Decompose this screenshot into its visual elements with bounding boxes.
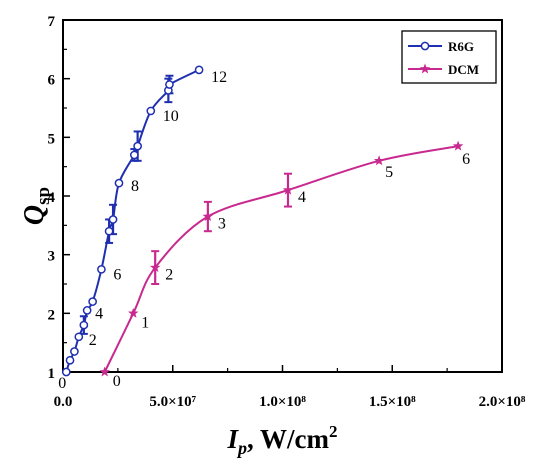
data-point [194, 65, 204, 75]
data-point [61, 367, 71, 377]
y-tick-label: 5 [48, 131, 56, 147]
point-label: 2 [89, 332, 97, 349]
legend-marker [419, 63, 431, 74]
data-point [202, 211, 214, 221]
data-point [133, 141, 142, 151]
y-tick-label: 7 [48, 14, 56, 30]
point-label: 5 [385, 164, 393, 181]
x-tick-label: 2.0×10⁸ [479, 394, 526, 410]
legend-label: DCM [448, 62, 479, 77]
data-point [74, 332, 84, 342]
data-point [79, 320, 89, 330]
axis-ticks [62, 19, 503, 373]
y-tick-label: 6 [48, 73, 56, 89]
data-point [82, 306, 92, 315]
x-axis-title: Ip, W/cm2 [226, 422, 337, 458]
point-label: 3 [218, 216, 226, 233]
data-point [129, 150, 139, 160]
data-point [128, 307, 139, 318]
point-label: 8 [131, 178, 139, 195]
point-label: 4 [298, 189, 306, 206]
y-tick-label: 1 [48, 366, 56, 382]
data-point [70, 347, 79, 356]
point-label: 2 [165, 267, 173, 284]
point-label: 6 [113, 266, 121, 283]
legend-marker [420, 41, 430, 51]
data-point [65, 355, 75, 365]
data-point [104, 226, 114, 236]
point-label: 10 [163, 108, 179, 125]
data-point [452, 140, 464, 151]
data-point [282, 184, 294, 195]
legend: R6G DCM [401, 30, 497, 84]
point-label: 0 [113, 373, 121, 390]
data-point [108, 215, 118, 224]
x-tick-label: 1.0×10⁸ [259, 394, 306, 410]
data-point [99, 366, 110, 377]
series-dcm: 0 1 2 3 4 5 6 [99, 140, 470, 390]
y-tick-label: 2 [48, 307, 56, 323]
legend-label: R6G [448, 39, 474, 54]
point-label: 1 [141, 314, 149, 331]
point-label: 4 [95, 305, 103, 322]
y-tick-label: 3 [48, 249, 56, 265]
point-label: 6 [462, 151, 470, 168]
y-tick-label: 4 [48, 190, 56, 206]
data-point [146, 106, 156, 116]
series-line [103, 145, 459, 373]
x-tick-label: 0.0 [54, 394, 73, 410]
point-label: 12 [211, 69, 227, 86]
data-point [88, 297, 97, 306]
x-tick-label: 5.0×10⁷ [149, 394, 196, 410]
data-point [373, 155, 385, 166]
y-axis-title: Qsp [19, 187, 54, 225]
data-point [149, 262, 161, 273]
point-label: 0 [58, 375, 66, 392]
data-point [114, 178, 124, 188]
data-point [97, 264, 106, 274]
data-point [165, 80, 174, 89]
x-tick-label: 1.5×10⁸ [369, 394, 416, 410]
legend-box [401, 30, 497, 84]
